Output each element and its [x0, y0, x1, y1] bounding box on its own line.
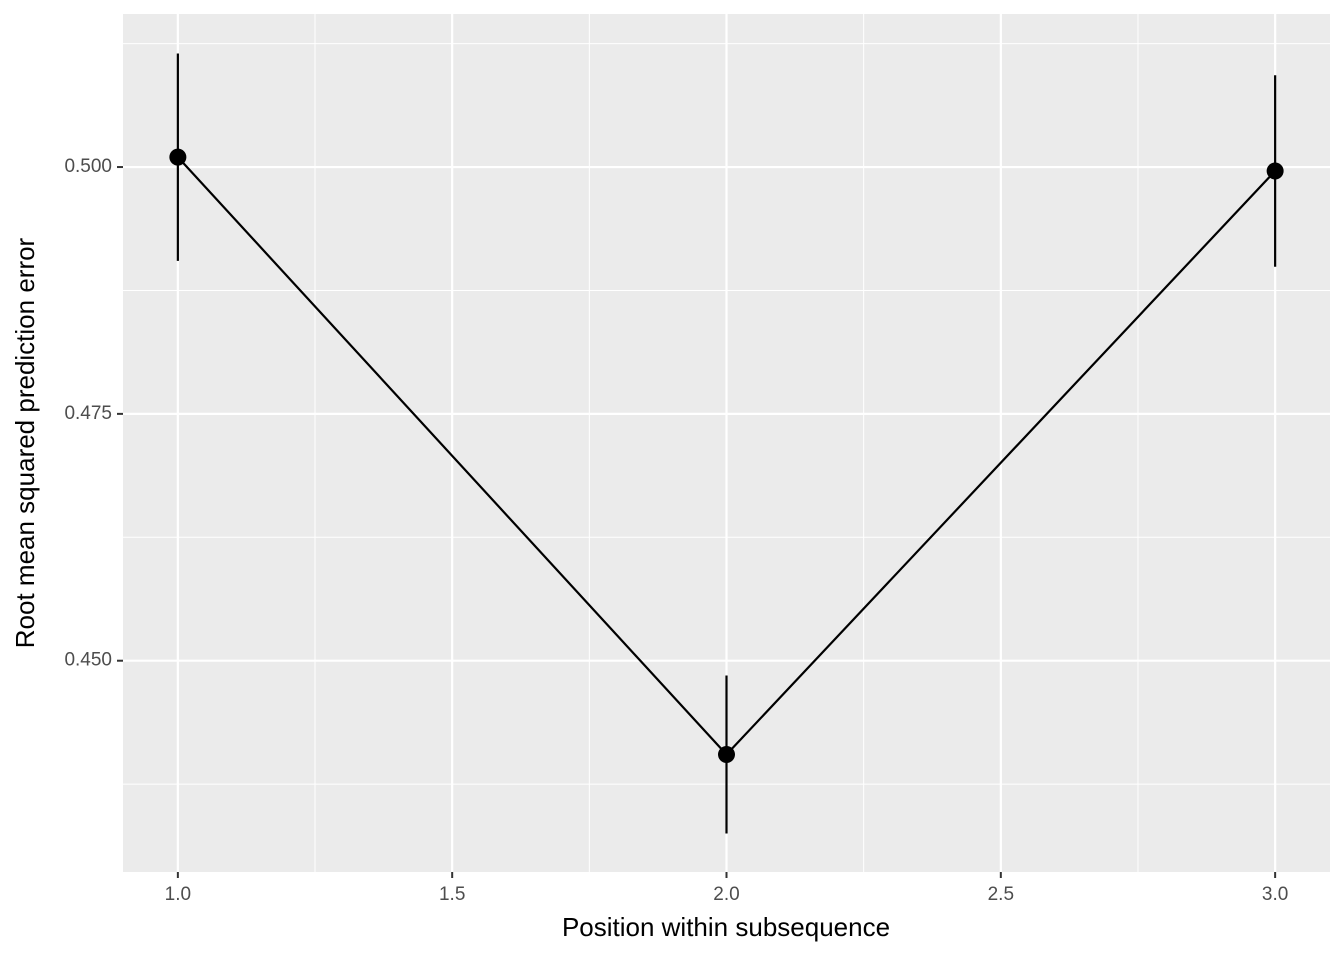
y-axis-title: Root mean squared prediction error: [10, 237, 40, 648]
x-tick-label: 1.0: [165, 884, 191, 905]
x-tick-label: 3.0: [1262, 884, 1288, 905]
point: [718, 746, 735, 764]
point: [1266, 162, 1284, 180]
point: [169, 148, 187, 166]
x-tick-label: 1.5: [439, 884, 465, 905]
y-tick-label: 0.475: [64, 403, 112, 424]
x-tick-label: 2.0: [713, 884, 739, 905]
x-tick-label: 2.5: [988, 884, 1014, 905]
x-axis-title: Position within subsequence: [562, 912, 890, 942]
y-tick-label: 0.500: [64, 156, 112, 177]
y-tick-label: 0.450: [64, 650, 112, 671]
grid: [123, 14, 1330, 872]
marks: [169, 53, 1284, 834]
